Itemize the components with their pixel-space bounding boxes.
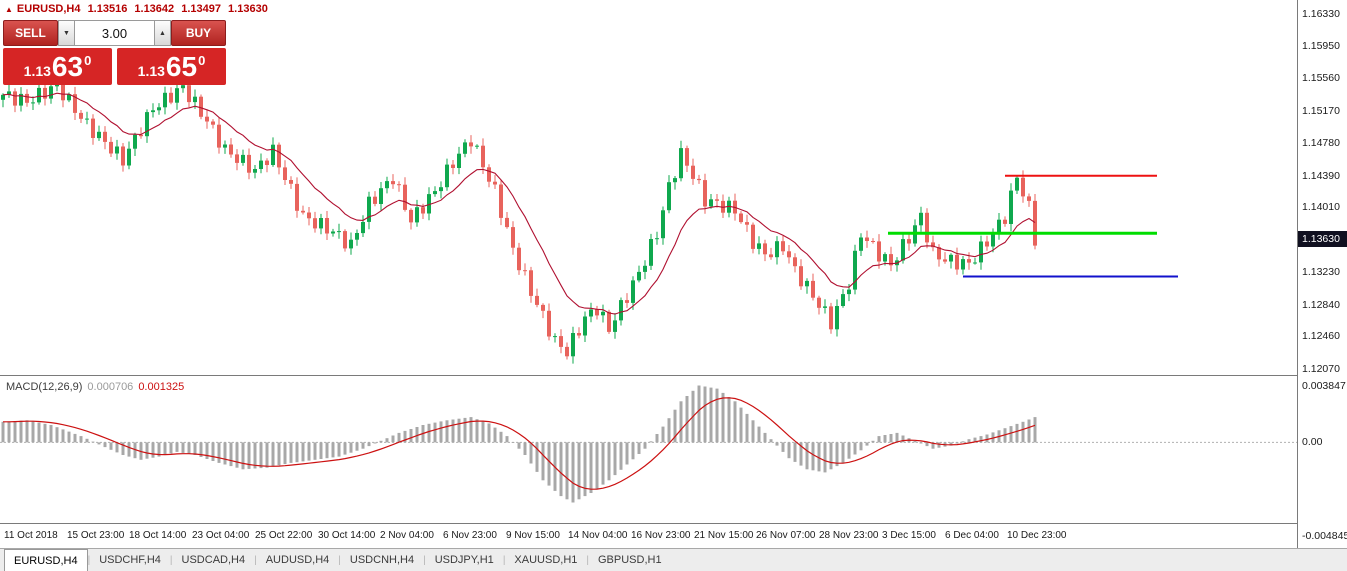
price-axis-label: 1.16330 [1302,8,1340,20]
macd-bottom-divider [0,523,1297,524]
price-axis-label: 1.12460 [1302,330,1340,342]
macd-indicator-chart[interactable] [0,376,1297,523]
tab-eurusd-h4[interactable]: EURUSD,H4 [4,549,88,571]
trade-controls-row: SELL ▼ 3.00 ▲ BUY [3,20,226,46]
price-axis-label: 1.12070 [1302,363,1340,375]
macd-axis-min: -0.004845 [1302,530,1347,542]
tab-separator: | [338,554,341,566]
macd-axis-zero: 0.00 [1302,436,1323,448]
time-axis-label: 26 Nov 07:00 [756,530,816,541]
time-axis-label: 21 Nov 15:00 [694,530,754,541]
macd-indicator-label: MACD(12,26,9) 0.000706 0.001325 [6,381,184,393]
price-axis-label: 1.14780 [1302,137,1340,149]
volume-increase-button[interactable]: ▲ [154,20,171,46]
tab-usdjpy-h1[interactable]: USDJPY,H1 [434,554,494,566]
chart-tabs-bar: EURUSD,H4 | USDCHF,H4 | USDCAD,H4 | AUDUSD,H4 |… [0,548,1347,571]
chart-symbol-icon: ▲ [5,5,13,14]
panel-divider[interactable] [0,375,1297,376]
time-axis-label: 25 Oct 22:00 [255,530,313,541]
time-axis-label: 15 Oct 23:00 [67,530,125,541]
time-axis-label: 16 Nov 23:00 [631,530,691,541]
tab-usdcad-h4[interactable]: USDCAD,H4 [181,554,246,566]
time-axis-label: 6 Dec 04:00 [945,530,999,541]
chart-region[interactable]: 11 Oct 2018 15 Oct 23:00 18 Oct 14:00 23 Oc… [0,0,1297,548]
volume-decrease-button[interactable]: ▼ [58,20,75,46]
chevron-down-icon: ▼ [63,29,70,37]
time-axis-label: 6 Nov 23:00 [443,530,497,541]
main-price-chart[interactable] [0,0,1297,375]
sell-price-prefix: 1.13 [23,63,51,79]
sell-button[interactable]: SELL [3,20,58,46]
tab-separator: | [423,554,426,566]
price-axis-label: 1.14010 [1302,201,1340,213]
ohlc-close: 1.13630 [228,3,268,15]
macd-name: MACD(12,26,9) [6,381,83,393]
macd-axis-max: 0.003847 [1302,380,1346,392]
time-axis-label: 30 Oct 14:00 [318,530,376,541]
time-axis-label: 11 Oct 2018 [4,530,58,541]
price-axis[interactable]: 1.13630 0.003847 0.00 -0.004845 1.16330 1… [1297,0,1347,548]
time-axis-label: 3 Dec 15:00 [882,530,936,541]
time-axis-label: 23 Oct 04:00 [192,530,250,541]
one-click-trading-panel: SELL ▼ 3.00 ▲ BUY 1.13 63 0 1.13 65 0 [3,20,226,85]
time-axis[interactable]: 11 Oct 2018 15 Oct 23:00 18 Oct 14:00 23 Oc… [0,524,1297,548]
tab-usdchf-h4[interactable]: USDCHF,H4 [99,554,161,566]
volume-input[interactable]: 3.00 [75,20,154,46]
ohlc-high: 1.13642 [134,3,175,15]
macd-main-value: 0.000706 [87,381,134,393]
price-axis-label: 1.15170 [1302,105,1340,117]
symbol-name: EURUSD,H4 [16,3,81,15]
current-price-badge: 1.13630 [1298,231,1347,247]
tab-separator: | [169,554,173,566]
buy-price-display[interactable]: 1.13 65 0 [117,48,226,85]
time-axis-label: 9 Nov 15:00 [506,530,560,541]
time-axis-label: 2 Nov 04:00 [380,530,434,541]
price-axis-label: 1.14390 [1302,170,1340,182]
chart-tabs: EURUSD,H4 | USDCHF,H4 | USDCAD,H4 | AUDUSD,H4 |… [0,549,671,571]
sell-price-display[interactable]: 1.13 63 0 [3,48,112,85]
trade-quotes-row: 1.13 63 0 1.13 65 0 [3,48,226,85]
tab-gbpusd-h1[interactable]: GBPUSD,H1 [598,554,662,566]
buy-price-prefix: 1.13 [137,63,165,79]
time-axis-label: 14 Nov 04:00 [568,530,628,541]
ohlc-open: 1.13516 [87,3,128,15]
tab-separator: | [586,554,589,566]
price-axis-label: 1.15950 [1302,40,1340,52]
price-axis-label: 1.15560 [1302,72,1340,84]
tab-audusd-h4[interactable]: AUDUSD,H4 [265,554,330,566]
buy-button[interactable]: BUY [171,20,226,46]
tab-separator: | [87,554,91,566]
tab-separator: | [254,554,257,566]
tab-separator: | [502,554,506,566]
ohlc-low: 1.13497 [181,3,221,15]
buy-price-point: 0 [198,53,206,68]
price-axis-label: 1.12840 [1302,299,1340,311]
tab-usdcnh-h4[interactable]: USDCNH,H4 [349,554,415,566]
tab-xauusd-h1[interactable]: XAUUSD,H1 [514,554,578,566]
macd-signal-value: 0.001325 [138,381,185,393]
time-axis-label: 10 Dec 23:00 [1007,530,1067,541]
sell-price-point: 0 [84,53,92,68]
symbol-header: ▲ EURUSD,H4 1.13516 1.13642 1.13497 1.136… [5,3,272,15]
price-axis-label: 1.13230 [1302,266,1340,278]
buy-price-pips: 65 [165,51,198,82]
sell-price-pips: 63 [51,51,84,82]
time-axis-label: 28 Nov 23:00 [819,530,879,541]
chevron-up-icon: ▲ [159,29,166,37]
time-axis-label: 18 Oct 14:00 [129,530,187,541]
